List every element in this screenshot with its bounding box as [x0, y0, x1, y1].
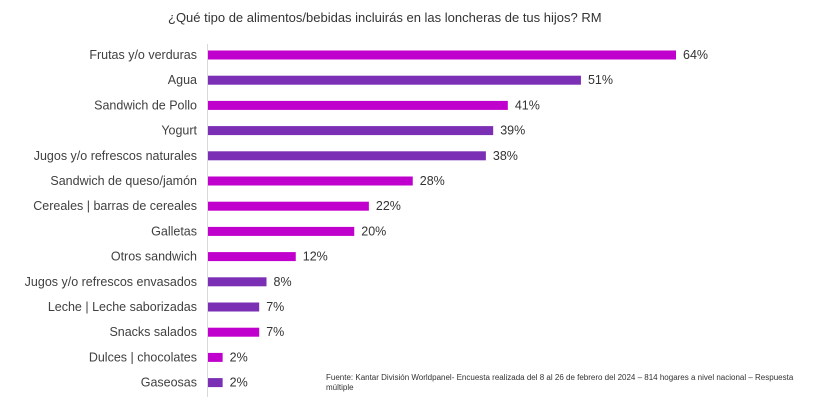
bar	[208, 151, 486, 161]
value-label: 41%	[515, 98, 540, 112]
value-label: 2%	[230, 350, 248, 364]
bar	[208, 378, 223, 388]
bar	[208, 176, 413, 186]
value-label: 51%	[588, 73, 613, 87]
category-label: Cereales | barras de cereales	[33, 199, 197, 213]
category-label: Sandwich de queso/jamón	[50, 174, 197, 188]
value-label: 28%	[420, 174, 445, 188]
category-label: Leche | Leche saborizadas	[48, 300, 197, 314]
bar	[208, 252, 296, 262]
bar	[208, 327, 260, 337]
value-label: 12%	[303, 250, 328, 264]
chart-title: ¿Qué tipo de alimentos/bebidas incluirás…	[168, 10, 602, 25]
bar	[208, 277, 267, 287]
category-label: Snacks salados	[109, 325, 197, 339]
bar	[208, 100, 508, 110]
bars-group: Frutas y/o verduras 64% Agua 51% Sandwich de…	[25, 48, 708, 390]
category-label: Frutas y/o verduras	[89, 48, 197, 62]
value-label: 20%	[361, 224, 386, 238]
category-label: Jugos y/o refrescos naturales	[34, 149, 197, 163]
value-label: 8%	[274, 275, 292, 289]
value-label: 64%	[683, 48, 708, 62]
category-label: Dulces | chocolates	[89, 350, 197, 364]
category-label: Otros sandwich	[111, 250, 197, 264]
bar	[208, 75, 581, 85]
category-label: Sandwich de Pollo	[94, 98, 197, 112]
bar	[208, 201, 369, 211]
value-label: 2%	[230, 376, 248, 390]
category-label: Gaseosas	[141, 376, 197, 390]
bar	[208, 352, 223, 362]
bar	[208, 226, 355, 236]
value-label: 38%	[493, 149, 518, 163]
bar	[208, 50, 676, 60]
value-label: 39%	[500, 124, 525, 138]
category-label: Jugos y/o refrescos envasados	[25, 275, 197, 289]
value-label: 7%	[266, 325, 284, 339]
category-label: Yogurt	[161, 124, 197, 138]
value-label: 7%	[266, 300, 284, 314]
bar	[208, 302, 260, 312]
category-label: Agua	[168, 73, 197, 87]
source-note: Fuente: Kantar División Worldpanel- Encu…	[326, 373, 794, 392]
category-label: Galletas	[151, 224, 197, 238]
value-label: 22%	[376, 199, 401, 213]
bar	[208, 126, 494, 136]
